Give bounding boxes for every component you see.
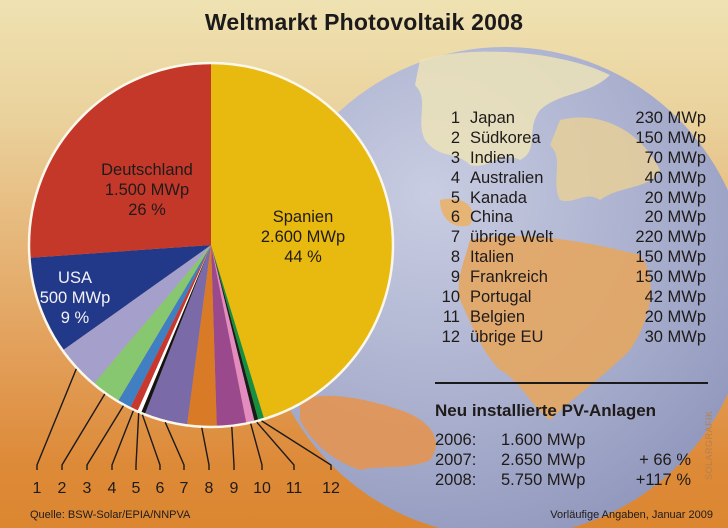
slice-number-5: 5 xyxy=(131,480,141,497)
legend-row-9: 9 Frankreich 150 MWp xyxy=(450,268,706,287)
legend-row-2: 2 Südkorea 150 MWp xyxy=(450,128,706,147)
pie-slice-belgien xyxy=(211,245,259,422)
pie-slice-spanien xyxy=(211,63,394,420)
credit-text: SOLARGRAFIK xyxy=(704,410,714,480)
summary-row-2008: 2008: 5.750 MWp +117 % xyxy=(435,471,691,489)
label-spanien-value: 2.600 MWp xyxy=(260,228,346,246)
slice-number-9: 9 xyxy=(229,480,239,497)
leader-line-4 xyxy=(111,410,134,470)
legend-row-12: 12 übrige EU 30 MWp xyxy=(441,327,706,346)
pie-slice-china xyxy=(140,245,211,415)
leader-line-12 xyxy=(261,420,332,470)
label-deutschland-value: 1.500 MWp xyxy=(104,181,190,199)
summary-row-2006: 2006: 1.600 MWp xyxy=(435,431,586,449)
leader-line-3 xyxy=(86,405,124,470)
legend-row-7: 7 übrige Welt 220 MWp xyxy=(450,228,706,247)
pie-slice-uebrige_eu xyxy=(211,245,265,421)
label-usa-value: 500 MWp xyxy=(39,289,111,307)
slice-number-7: 7 xyxy=(179,480,189,497)
globe-illustration xyxy=(260,47,728,528)
label-spanien-name: Spanien xyxy=(272,208,334,226)
legend-row-5: 5 Kanada 20 MWp xyxy=(450,188,706,207)
label-usa-name: USA xyxy=(58,269,92,287)
leader-line-11 xyxy=(256,421,295,470)
slice-number-3: 3 xyxy=(82,480,92,497)
leader-lines xyxy=(36,368,332,470)
note-text: Vorläufige Angaben, Januar 2009 xyxy=(550,509,713,521)
country-legend: 1 Japan 230 MWp 2 Südkorea 150 MWp 3 Indien 70… xyxy=(436,109,706,348)
label-usa: USA 500 MWp 9 % xyxy=(30,268,120,328)
label-deutschland: Deutschland 1.500 MWp 26 % xyxy=(72,160,222,220)
slice-number-4: 4 xyxy=(107,480,117,497)
legend-row-11: 11 Belgien 20 MWp xyxy=(442,307,706,326)
pie-slice-italien xyxy=(186,245,217,428)
summary-row-2007: 2007: 2.650 MWp + 66 % xyxy=(435,451,691,469)
pie-slice-deutschland xyxy=(28,62,211,258)
slice-number-1: 1 xyxy=(32,480,42,497)
pie-slice-suedkorea xyxy=(93,245,211,402)
label-usa-pct: 9 % xyxy=(60,309,90,327)
leader-line-2 xyxy=(61,393,106,470)
pie-slice-kanada xyxy=(137,245,211,413)
page-title: Weltmarkt Photovoltaik 2008 xyxy=(204,9,524,35)
pie-slice-japan xyxy=(62,245,211,385)
leader-line-9 xyxy=(231,426,235,470)
leader-line-8 xyxy=(201,427,210,470)
legend-row-10: 10 Portugal 42 MWp xyxy=(441,288,706,307)
pie-slice-usa xyxy=(29,245,212,351)
slice-number-10: 10 xyxy=(253,480,271,497)
slice-number-2: 2 xyxy=(57,480,67,497)
divider-line xyxy=(435,382,708,384)
leader-line-6 xyxy=(141,414,161,470)
slice-number-11: 11 xyxy=(285,480,303,497)
pie-slice-portugal xyxy=(211,245,255,424)
slice-number-12: 12 xyxy=(322,480,340,497)
pie-slice-australien xyxy=(130,245,211,412)
leader-line-5 xyxy=(135,413,140,470)
pie-slice-uebrige_welt xyxy=(144,245,211,426)
leader-line-7 xyxy=(164,421,185,470)
summary-title: Neu installierte PV-Anlagen xyxy=(435,401,657,420)
legend-row-8: 8 Italien 150 MWp xyxy=(450,248,706,267)
label-spanien-pct: 44 % xyxy=(284,248,322,266)
slice-number-6: 6 xyxy=(155,480,165,497)
leader-line-10 xyxy=(250,423,263,470)
legend-row-6: 6 China 20 MWp xyxy=(450,208,706,227)
legend-row-4: 4 Australien 40 MWp xyxy=(450,168,706,187)
label-deutschland-name: Deutschland xyxy=(101,161,193,179)
pie-slice-frankreich xyxy=(211,245,247,427)
legend-row-3: 3 Indien 70 MWp xyxy=(450,148,706,167)
legend-row-1: 1 Japan 230 MWp xyxy=(450,109,706,127)
pie-slice-indien xyxy=(117,245,211,409)
pie-slices xyxy=(27,61,395,429)
source-text: Quelle: BSW-Solar/EPIA/NNPVA xyxy=(30,509,191,521)
label-deutschland-pct: 26 % xyxy=(128,201,166,219)
label-spanien: Spanien 2.600 MWp 44 % xyxy=(248,207,358,267)
leader-line-1 xyxy=(36,368,77,470)
slice-number-8: 8 xyxy=(204,480,214,497)
new-installations-table: 2006: 1.600 MWp 2007: 2.650 MWp + 66 % 2… xyxy=(435,430,705,490)
